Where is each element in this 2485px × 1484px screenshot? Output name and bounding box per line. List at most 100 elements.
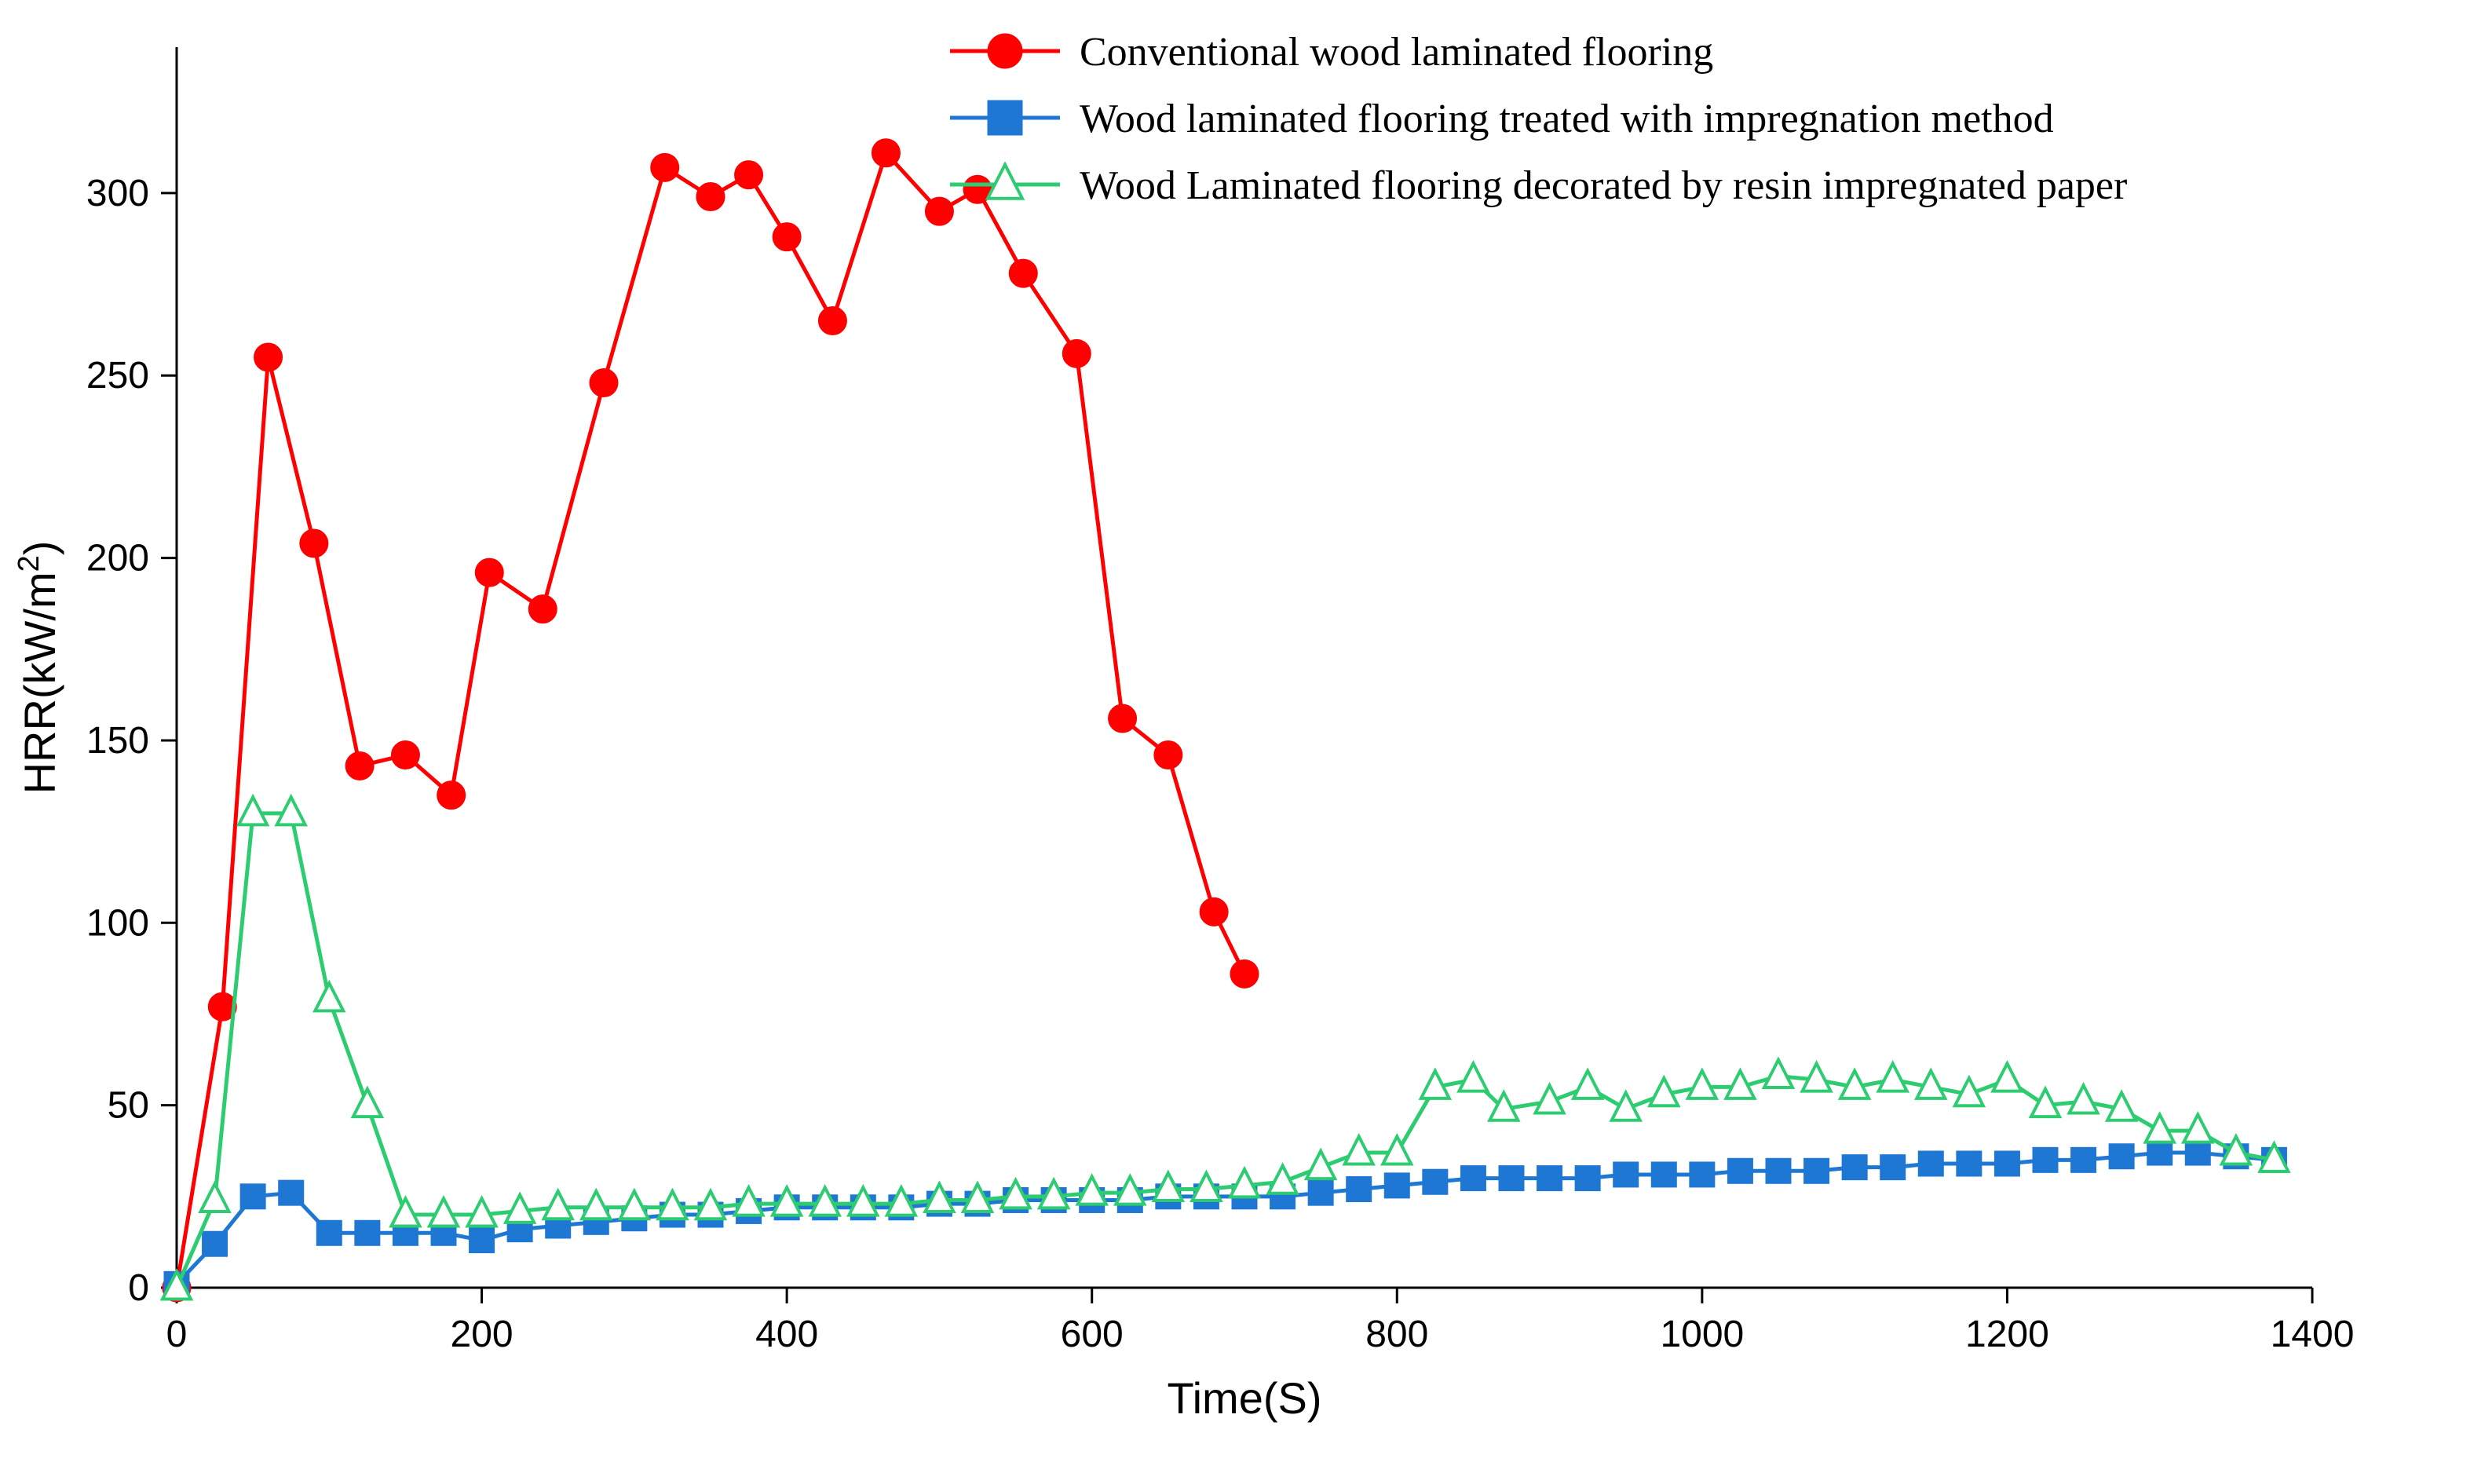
y-tick-label: 0 — [128, 1267, 149, 1309]
data-marker — [2185, 1140, 2210, 1165]
data-marker — [590, 369, 618, 397]
data-marker — [1537, 1166, 1562, 1191]
data-marker — [1879, 1063, 1907, 1091]
x-tick-label: 1200 — [1965, 1314, 2049, 1355]
data-marker — [528, 595, 557, 623]
y-tick-label: 200 — [86, 538, 149, 579]
data-marker — [1573, 1071, 1602, 1098]
data-marker — [1613, 1162, 1639, 1187]
x-tick-label: 600 — [1061, 1314, 1124, 1355]
data-marker — [925, 197, 953, 225]
data-marker — [2109, 1144, 2134, 1169]
data-marker — [988, 34, 1022, 68]
data-marker — [1347, 1177, 1372, 1202]
data-marker — [475, 558, 503, 587]
data-marker — [1993, 1063, 2021, 1091]
data-marker — [1957, 1151, 1982, 1176]
data-marker — [1062, 339, 1091, 367]
data-marker — [773, 223, 801, 251]
data-marker — [1842, 1155, 1867, 1180]
data-marker — [544, 1191, 572, 1219]
y-tick-label: 50 — [108, 1085, 149, 1127]
data-marker — [316, 1220, 342, 1245]
data-marker — [315, 983, 343, 1011]
data-marker — [1575, 1166, 1600, 1191]
data-marker — [620, 1191, 649, 1219]
data-marker — [391, 1198, 419, 1226]
data-marker — [872, 139, 900, 167]
data-marker — [353, 1089, 382, 1117]
data-marker — [1345, 1136, 1373, 1164]
data-marker — [1727, 1158, 1752, 1183]
data-marker — [988, 165, 1022, 199]
data-marker — [279, 1180, 304, 1205]
data-marker — [470, 1228, 495, 1253]
data-marker — [1804, 1158, 1829, 1183]
x-tick-label: 400 — [755, 1314, 818, 1355]
x-tick-label: 1000 — [1660, 1314, 1744, 1355]
data-marker — [2184, 1114, 2212, 1142]
legend-row: Wood laminated flooring treated with imp… — [950, 97, 2054, 141]
data-marker — [818, 307, 846, 335]
data-marker — [1994, 1151, 2019, 1176]
data-marker — [1383, 1136, 1411, 1164]
data-marker — [1423, 1169, 1448, 1194]
data-marker — [1384, 1173, 1409, 1198]
data-marker — [1688, 1071, 1716, 1098]
data-marker — [988, 101, 1022, 135]
data-marker — [582, 1191, 610, 1219]
series-0 — [163, 139, 1259, 1302]
y-tick-label: 100 — [86, 902, 149, 944]
data-marker — [391, 741, 419, 769]
data-marker — [201, 1184, 229, 1212]
data-marker — [203, 1231, 228, 1256]
data-marker — [2071, 1147, 2096, 1172]
data-marker — [1009, 259, 1037, 287]
data-marker — [1918, 1151, 1943, 1176]
data-marker — [2146, 1114, 2174, 1142]
data-marker — [1154, 741, 1182, 769]
data-marker — [2033, 1147, 2058, 1172]
data-marker — [696, 183, 725, 211]
data-marker — [2147, 1140, 2173, 1165]
data-marker — [1651, 1162, 1676, 1187]
legend-label: Wood Laminated flooring decorated by res… — [1080, 163, 2127, 208]
x-tick-label: 200 — [451, 1314, 513, 1355]
data-marker — [1460, 1166, 1486, 1191]
data-marker — [1308, 1180, 1333, 1205]
data-marker — [651, 153, 679, 181]
y-tick-label: 250 — [86, 355, 149, 397]
data-marker — [1880, 1155, 1906, 1180]
data-marker — [239, 797, 267, 824]
data-marker — [1109, 704, 1137, 733]
data-marker — [437, 781, 466, 810]
x-tick-label: 1400 — [2271, 1314, 2355, 1355]
data-marker — [1200, 897, 1228, 926]
x-axis-label: Time(S) — [1167, 1373, 1321, 1423]
legend-row: Conventional wood laminated flooring — [950, 30, 1713, 75]
data-marker — [355, 1220, 380, 1245]
data-marker — [240, 1184, 265, 1209]
y-tick-label: 150 — [86, 720, 149, 762]
data-marker — [300, 529, 328, 557]
data-marker — [1459, 1063, 1487, 1091]
data-marker — [1499, 1166, 1524, 1191]
chart-container: 0 200 400 600 800 1000 1200 1400 Time(S) 0 50 100 15… — [0, 0, 2485, 1484]
data-marker — [1690, 1162, 1715, 1187]
x-tick-label: 0 — [166, 1314, 188, 1355]
data-marker — [254, 343, 283, 371]
y-tick-label: 300 — [86, 173, 149, 214]
x-tick-label: 800 — [1365, 1314, 1428, 1355]
data-marker — [345, 751, 374, 780]
y-axis-label: HRR(kW/m2) — [13, 541, 64, 795]
series-line — [177, 153, 1244, 1288]
legend: Conventional wood laminated flooring Wood… — [950, 30, 2127, 208]
series-2 — [163, 797, 2288, 1299]
data-marker — [735, 161, 763, 189]
legend-label: Wood laminated flooring treated with imp… — [1080, 97, 2054, 141]
data-marker — [2070, 1085, 2098, 1113]
legend-row: Wood Laminated flooring decorated by res… — [950, 163, 2127, 208]
data-marker — [1764, 1060, 1792, 1087]
chart-svg: 0 200 400 600 800 1000 1200 1400 Time(S) 0 50 100 15… — [0, 0, 2485, 1484]
legend-label: Conventional wood laminated flooring — [1080, 30, 1713, 75]
